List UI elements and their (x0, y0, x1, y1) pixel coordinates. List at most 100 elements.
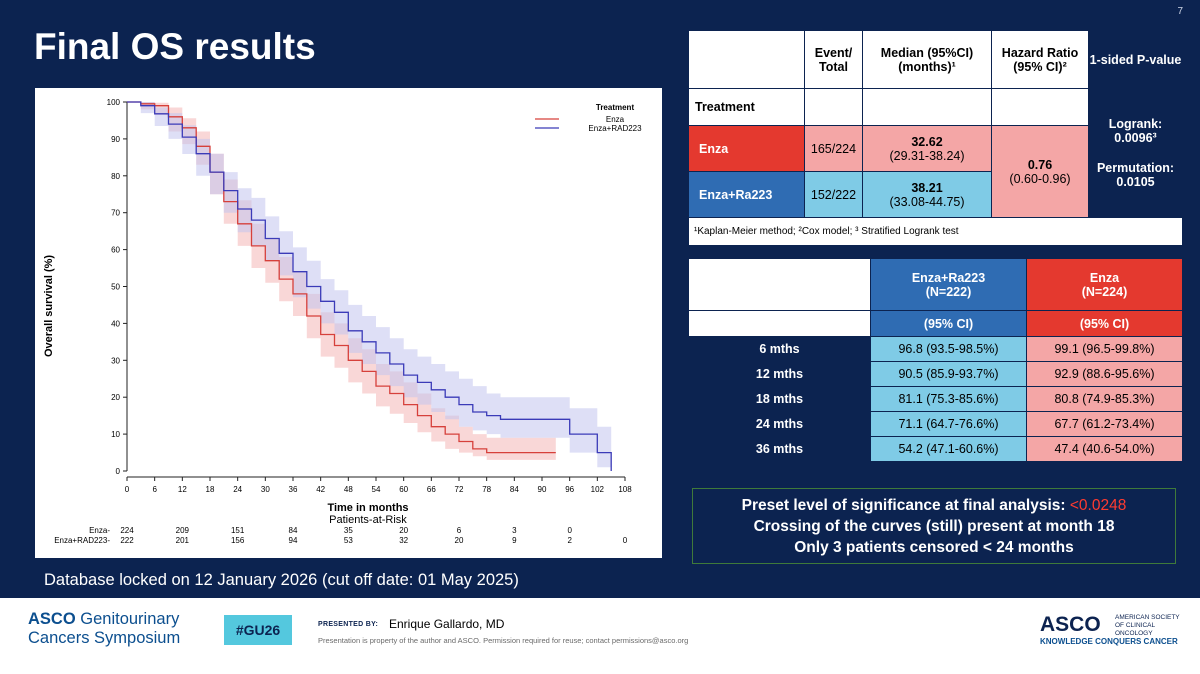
lm-time: 36 mths (688, 436, 871, 462)
risk-value: 20 (455, 536, 464, 545)
asco-gu-logo: ASCO Genitourinary Cancers Symposium (28, 610, 180, 648)
risk-value: 2 (567, 536, 572, 545)
lm-combo-value: 81.1 (75.3-85.6%) (870, 386, 1027, 412)
legend-title: Treatment (596, 103, 635, 112)
median-ci: (29.31-38.24) (889, 148, 965, 163)
y-tick-label: 10 (111, 430, 120, 439)
asco-logo-tagline: KNOWLEDGE CONQUERS CANCER (1040, 637, 1178, 646)
lm-ci-enza: (95% CI) (1026, 310, 1183, 337)
y-tick-label: 90 (111, 135, 120, 144)
x-tick-label: 102 (591, 485, 605, 494)
os-footnote: ¹Kaplan-Meier method; ²Cox model; ³ Stra… (688, 217, 1183, 246)
lm-enza-title: Enza (1089, 270, 1120, 285)
lm-header-enza: Enza (N=224) (1026, 258, 1183, 311)
x-axis-label: Time in months (327, 502, 408, 514)
y-tick-label: 50 (111, 283, 120, 292)
x-tick-label: 0 (125, 485, 130, 494)
x-tick-label: 18 (206, 485, 215, 494)
os-header-events: Event/ Total (804, 30, 863, 89)
risk-value: 224 (120, 526, 134, 535)
y-tick-label: 70 (111, 209, 120, 218)
lm-combo-value: 90.5 (85.9-93.7%) (870, 361, 1027, 387)
median-value: 38.21 (911, 180, 943, 195)
km-chart-panel: Overall survival (%) Time in months Pati… (35, 88, 662, 558)
presenter-name: Enrique Gallardo, MD (389, 617, 505, 631)
risk-value: 32 (399, 536, 408, 545)
risk-value: 201 (176, 536, 190, 545)
risk-value: 9 (512, 536, 517, 545)
lm-combo-n: (N=222) (925, 284, 972, 299)
logrank-label: Logrank: (1108, 117, 1163, 131)
os-events-enza: 165/224 (804, 125, 863, 172)
lm-combo-value: 71.1 (64.7-76.6%) (870, 411, 1027, 437)
risk-value: 0 (567, 526, 572, 535)
risk-value: 3 (512, 526, 517, 535)
lm-ci-blank (688, 310, 871, 337)
significance-box: Preset level of significance at final an… (692, 488, 1176, 564)
asco-word: ASCO (28, 610, 76, 628)
legend-label: Enza (606, 115, 625, 124)
lm-row: 18 mths 81.1 (75.3-85.6%) 80.8 (74.9-85.… (688, 386, 1183, 412)
permutation-label: Permutation: (1096, 161, 1175, 175)
significance-line-3: Only 3 patients censored < 24 months (794, 539, 1074, 556)
os-arm-enza: Enza (688, 125, 805, 172)
hashtag-badge: #GU26 (224, 615, 292, 645)
os-treatment-label: Treatment (688, 88, 805, 126)
risk-value: 84 (289, 526, 298, 535)
slide-number: 7 (1177, 6, 1183, 17)
x-tick-label: 96 (565, 485, 574, 494)
disclaimer: Presentation is property of the author a… (318, 636, 689, 645)
lm-combo-value: 96.8 (93.5-98.5%) (870, 336, 1027, 362)
lm-combo-title: Enza+Ra223 (911, 270, 986, 285)
y-tick-label: 100 (107, 98, 121, 107)
x-tick-label: 90 (538, 485, 547, 494)
median-ci: (33.08-44.75) (889, 194, 965, 209)
os-median-enza: 32.62 (29.31-38.24) (862, 125, 992, 172)
x-tick-label: 108 (618, 485, 632, 494)
y-tick-label: 0 (116, 467, 121, 476)
slide: 7 Final OS results Overall survival (%) … (0, 0, 1200, 598)
asco-logo-word: ASCO (1040, 613, 1101, 636)
risk-value: 94 (289, 536, 298, 545)
lm-enza-value: 99.1 (96.5-99.8%) (1026, 336, 1183, 362)
os-arm-combo: Enza+Ra223 (688, 171, 805, 218)
significance-value: <0.0248 (1069, 497, 1127, 514)
x-tick-label: 30 (261, 485, 270, 494)
ci-band-enza-rad223 (127, 102, 612, 471)
os-pvalue-cell: Logrank: 0.0096³ Permutation: 0.0105 (1088, 88, 1183, 218)
significance-text: Preset level of significance at final an… (741, 497, 1070, 514)
lm-time: 24 mths (688, 411, 871, 437)
lm-time: 18 mths (688, 386, 871, 412)
median-value: 32.62 (911, 134, 943, 149)
risk-value: 35 (344, 526, 353, 535)
significance-line-1: Preset level of significance at final an… (693, 495, 1175, 516)
y-tick-label: 20 (111, 393, 120, 402)
lm-header-combo: Enza+Ra223 (N=222) (870, 258, 1027, 311)
risk-value: 6 (457, 526, 462, 535)
os-results-table: Event/ Total Median (95%CI) (months)¹ Ha… (688, 30, 1183, 246)
lm-time: 12 mths (688, 361, 871, 387)
lm-time: 6 mths (688, 336, 871, 362)
x-tick-label: 48 (344, 485, 353, 494)
lm-row: 36 mths 54.2 (47.1-60.6%) 47.4 (40.6-54.… (688, 436, 1183, 462)
os-empty-cell (804, 88, 863, 126)
logrank-value: 0.0096³ (1114, 131, 1157, 145)
risk-value: 222 (120, 536, 134, 545)
x-tick-label: 36 (289, 485, 298, 494)
os-empty-cell (991, 88, 1089, 126)
lm-enza-value: 92.9 (88.6-95.6%) (1026, 361, 1183, 387)
lm-row: 24 mths 71.1 (64.7-76.6%) 67.7 (61.2-73.… (688, 411, 1183, 437)
lm-header-blank (688, 258, 871, 311)
lm-enza-value: 67.7 (61.2-73.4%) (1026, 411, 1183, 437)
y-tick-label: 40 (111, 319, 120, 328)
risk-row-label: Enza- (89, 526, 110, 535)
os-hr-cell: 0.76 (0.60-0.96) (991, 125, 1089, 218)
risk-value: 20 (399, 526, 408, 535)
os-events-combo: 152/222 (804, 171, 863, 218)
risk-value: 53 (344, 536, 353, 545)
slide-title: Final OS results (34, 26, 316, 67)
hr-ci: (0.60-0.96) (1009, 171, 1071, 186)
y-tick-label: 30 (111, 356, 120, 365)
lm-ci-combo: (95% CI) (870, 310, 1027, 337)
x-tick-label: 78 (482, 485, 491, 494)
